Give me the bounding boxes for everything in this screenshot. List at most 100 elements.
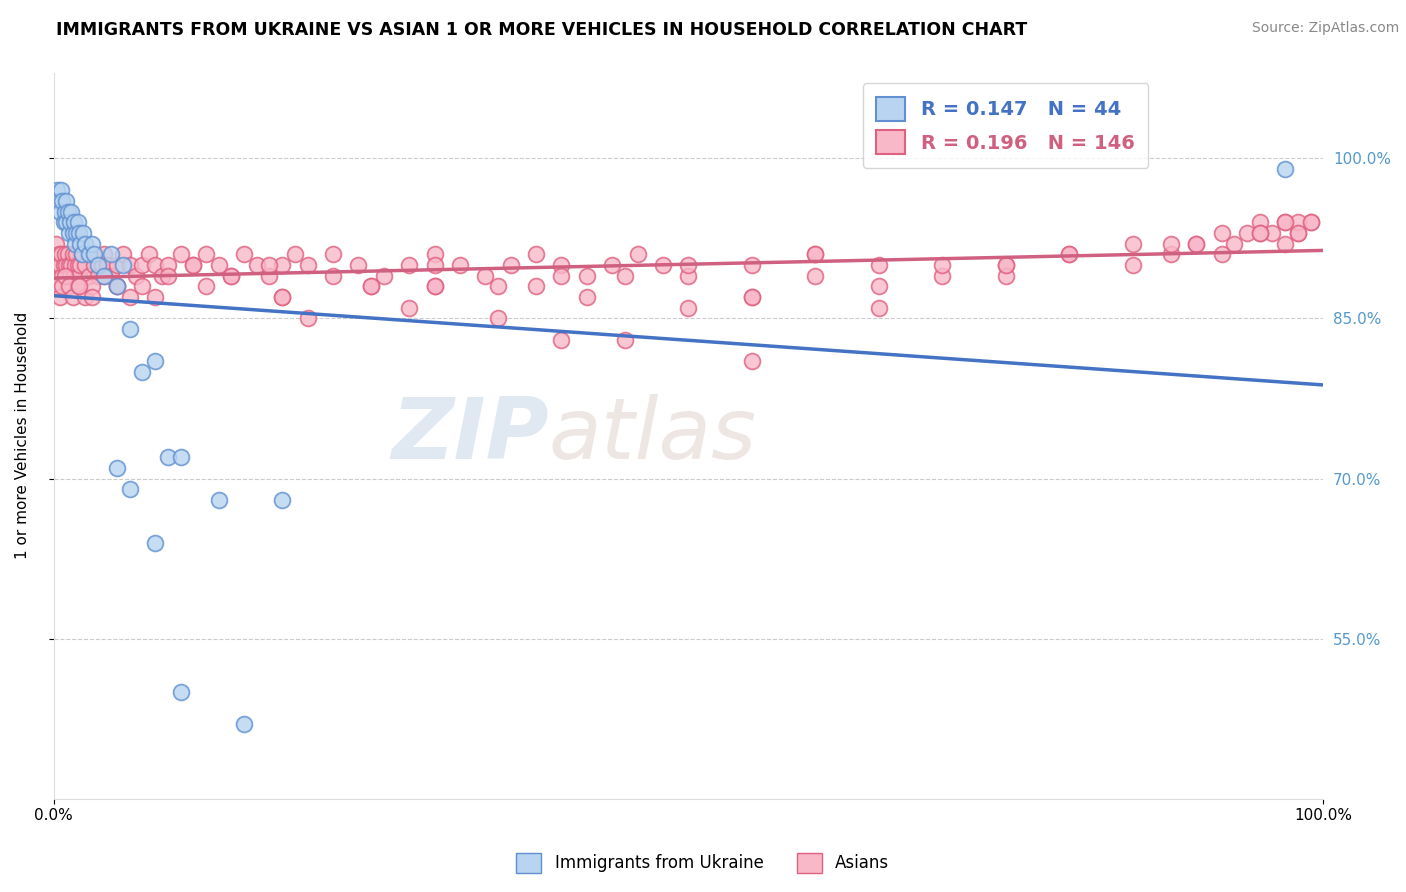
Point [613,333,636,347]
Point [1274,236,1296,251]
Point [600,258,623,272]
Point [52,258,75,272]
Point [49,258,72,272]
Point [80,247,103,261]
Point [51,194,73,208]
Point [678,301,700,315]
Point [105,258,128,272]
Point [75,290,97,304]
Point [45,236,67,251]
Point [360,279,382,293]
Point [194,279,217,293]
Point [90,258,112,272]
Point [423,279,446,293]
Point [1249,226,1271,240]
Point [1286,226,1309,240]
Point [423,247,446,261]
Point [56,204,79,219]
Legend: R = 0.147   N = 44, R = 0.196   N = 146: R = 0.147 N = 44, R = 0.196 N = 146 [863,84,1149,168]
Point [994,268,1017,283]
Point [58,226,80,240]
Point [60,258,83,272]
Point [72,226,94,240]
Point [233,717,256,731]
Point [1299,215,1322,229]
Point [994,258,1017,272]
Point [67,279,90,293]
Point [1211,226,1233,240]
Point [100,247,122,261]
Point [53,204,76,219]
Point [322,247,344,261]
Point [93,268,115,283]
Point [741,354,763,368]
Point [63,268,86,283]
Point [63,215,86,229]
Point [46,258,69,272]
Point [67,268,90,283]
Point [59,268,82,283]
Point [1249,226,1271,240]
Point [70,247,93,261]
Point [423,279,446,293]
Point [48,194,70,208]
Point [83,258,105,272]
Point [112,258,135,272]
Point [194,247,217,261]
Point [1274,215,1296,229]
Point [118,482,141,496]
Point [55,258,77,272]
Point [1160,236,1182,251]
Point [118,258,141,272]
Point [1185,236,1208,251]
Point [143,354,166,368]
Point [169,247,191,261]
Point [143,258,166,272]
Point [46,279,69,293]
Point [373,268,395,283]
Point [613,268,636,283]
Point [1211,247,1233,261]
Point [62,226,84,240]
Point [169,450,191,465]
Point [80,236,103,251]
Point [1286,226,1309,240]
Point [131,279,153,293]
Point [49,290,72,304]
Point [48,247,70,261]
Point [524,247,547,261]
Point [347,258,370,272]
Point [105,279,128,293]
Point [66,258,89,272]
Point [449,258,471,272]
Point [49,204,72,219]
Point [1236,226,1258,240]
Point [156,258,179,272]
Point [181,258,204,272]
Point [1122,258,1144,272]
Point [1059,247,1081,261]
Point [398,258,420,272]
Point [931,258,953,272]
Point [994,258,1017,272]
Point [271,492,294,507]
Point [398,301,420,315]
Point [77,247,100,261]
Point [118,322,141,336]
Point [1299,215,1322,229]
Point [423,258,446,272]
Point [1185,236,1208,251]
Point [93,247,115,261]
Point [93,268,115,283]
Point [297,258,319,272]
Point [804,268,827,283]
Point [131,258,153,272]
Point [55,215,77,229]
Point [65,226,87,240]
Point [59,215,82,229]
Point [221,268,243,283]
Point [284,247,307,261]
Point [169,685,191,699]
Point [1122,236,1144,251]
Point [652,258,675,272]
